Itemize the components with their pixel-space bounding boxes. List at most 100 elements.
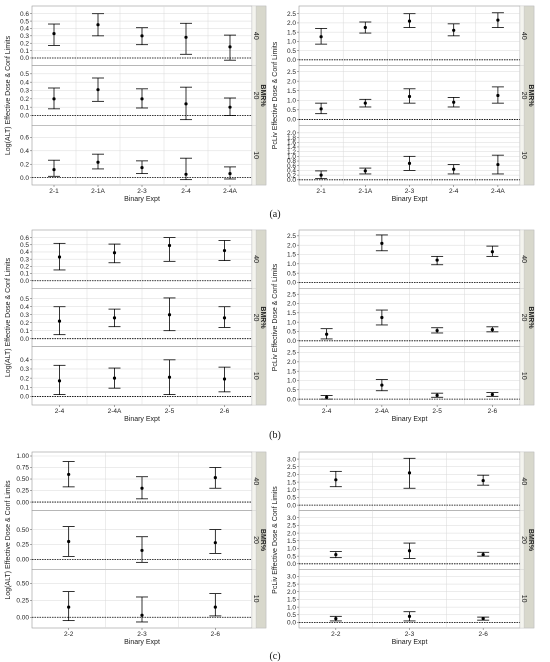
y-tick-label: 0.4 [20, 357, 29, 364]
x-tick-label: 2-4A [223, 188, 237, 195]
y-tick-label: 0.0 [20, 55, 29, 62]
strip-title: BMR% [527, 529, 534, 552]
y-tick-label: 0.2 [20, 320, 29, 327]
y-tick-label: 1.2 [287, 149, 296, 156]
data-point [496, 93, 500, 98]
data-point [140, 613, 144, 617]
data-point [380, 383, 384, 387]
y-tick-label: 0.0 [287, 117, 296, 124]
y-tick-label: 0.2 [20, 96, 29, 103]
chart-panel-b-left: BMR%0.00.10.20.30.40.50.6400.00.10.20.30… [5, 229, 267, 423]
facet-label: 40 [252, 32, 259, 40]
chart-panel-c-right: BMR% 0.00.51.01.52.02.53.0400.00.51.01.52… [272, 451, 535, 646]
x-tick-label: 2-4 [181, 188, 191, 195]
facet-label-strip [251, 569, 257, 629]
facet-40: 0.0 0.5 1.0 1.5 2.0 2.5 40 [287, 5, 527, 66]
y-tick-label: 0.00 [16, 614, 29, 621]
y-tick-label: 2.0 [287, 472, 296, 479]
facet-label: 40 [252, 477, 259, 485]
y-tick-label: 2.5 [287, 523, 296, 530]
facet-20: 0.0 0.10.20.3 0.40.5 20 [20, 65, 259, 126]
strip-title: BMR% [527, 306, 534, 329]
facet-label: 10 [252, 151, 259, 159]
y-axis-label: PcLiv Effective Dose & Conf Limits [272, 263, 279, 371]
facet-40: 0.00.10.20.30.40.50.6 40 [20, 229, 259, 289]
y-tick-label: 2.0 [287, 301, 296, 308]
data-point [481, 552, 485, 557]
x-axis-label: Binary Expt [392, 416, 428, 423]
facet-plot-area [31, 125, 253, 186]
data-point [319, 35, 323, 39]
y-tick-label: 0.3 [20, 256, 29, 263]
data-point [52, 167, 56, 172]
y-tick-label: 1.0 [287, 97, 296, 104]
x-tick-label: 2-6 [488, 408, 498, 415]
facet-label: 20 [520, 92, 527, 100]
facet-label-strip [519, 125, 525, 186]
y-axis-label: PcLiv Effective Dose & Conf Limits [272, 41, 279, 149]
y-tick-label: 2.5 [287, 233, 296, 240]
facet-10: 0.0 0.5 1.0 1.5 2.0 2.5 10 [287, 346, 527, 406]
strip-title: BMR% [527, 84, 534, 107]
data-point [184, 35, 188, 39]
data-point [140, 548, 144, 553]
facet-plot-area [298, 510, 521, 570]
y-tick-label: 0.25 [16, 542, 29, 549]
y-tick-label: 0.00 [16, 557, 29, 564]
y-tick-label: 1.0 [287, 154, 296, 161]
facet-label: 20 [520, 314, 527, 322]
data-point [140, 165, 144, 170]
data-point [222, 316, 227, 320]
data-point [112, 316, 117, 320]
y-tick-label: 1.0 [287, 378, 296, 385]
data-point [140, 486, 144, 490]
x-tick-label: 2-1 [316, 188, 326, 195]
data-point [363, 101, 367, 105]
data-point [67, 472, 71, 477]
facet-20: 0.00.51.01.52.02.53.0 20 [287, 510, 527, 570]
data-point [325, 332, 329, 336]
facet-label: 40 [252, 255, 259, 263]
data-point [167, 243, 172, 248]
y-tick-label: 0.5 [287, 553, 296, 560]
y-axis-label: PcLiv Effective Dose & Conf Limits [272, 486, 279, 594]
x-tick-label: 2-1 [49, 188, 59, 195]
chart-panel-a-left: BMR%0.00.10.20.30.40.50.6400.00.10.20.30… [5, 5, 267, 203]
y-tick-label: 0.0 [20, 113, 29, 120]
x-tick-label: 2-1A [91, 188, 105, 195]
y-tick-label: 2.0 [287, 359, 296, 366]
y-tick-label: 0.3 [20, 88, 29, 95]
y-tick-label: 0.0 [287, 396, 296, 403]
y-tick-label: 0.00 [16, 499, 29, 506]
facet-40: 0.00.51.01.52.02.53.0 40 [287, 451, 527, 511]
data-point [96, 160, 100, 164]
chart-panel-a-right: BMR% 0.0 0.5 1.0 1.5 2.0 2.5 40 0.0 0.5 1.0 1.5 2.0 2… [272, 5, 535, 203]
facet-label: 20 [520, 536, 527, 544]
y-tick-label: 1.4 [287, 144, 296, 151]
x-tick-label: 2-3 [137, 188, 147, 195]
y-tick-label: 1.0 [287, 546, 296, 553]
facet-label: 10 [520, 151, 527, 159]
y-tick-label: 0.50 [16, 476, 29, 483]
x-tick-label: 2-1A [358, 188, 372, 195]
y-tick-label: 0.3 [20, 312, 29, 319]
data-point [228, 45, 232, 49]
panel-caption: (b) [269, 430, 281, 441]
y-tick-label: 1.5 [287, 88, 296, 95]
y-tick-label: 0.0 [20, 175, 29, 182]
y-tick-label: 0.5 [287, 329, 296, 336]
facet-label-strip [251, 346, 257, 406]
facet-40: 0.00 0.25 0.50 0.75 1.00 40 [16, 451, 259, 511]
strip-title: BMR% [259, 529, 266, 552]
data-point [490, 250, 494, 254]
data-point [325, 395, 329, 399]
facet-40: 0.0 0.5 1.0 1.5 2.0 2.5 40 [287, 229, 527, 289]
data-point [228, 172, 232, 176]
y-tick-label: 0.5 [287, 48, 296, 55]
data-point [496, 162, 500, 167]
data-point [213, 476, 217, 480]
y-tick-label: 0.3 [20, 33, 29, 40]
data-point [213, 541, 217, 545]
data-point [407, 19, 412, 23]
facet-label: 40 [520, 32, 527, 40]
